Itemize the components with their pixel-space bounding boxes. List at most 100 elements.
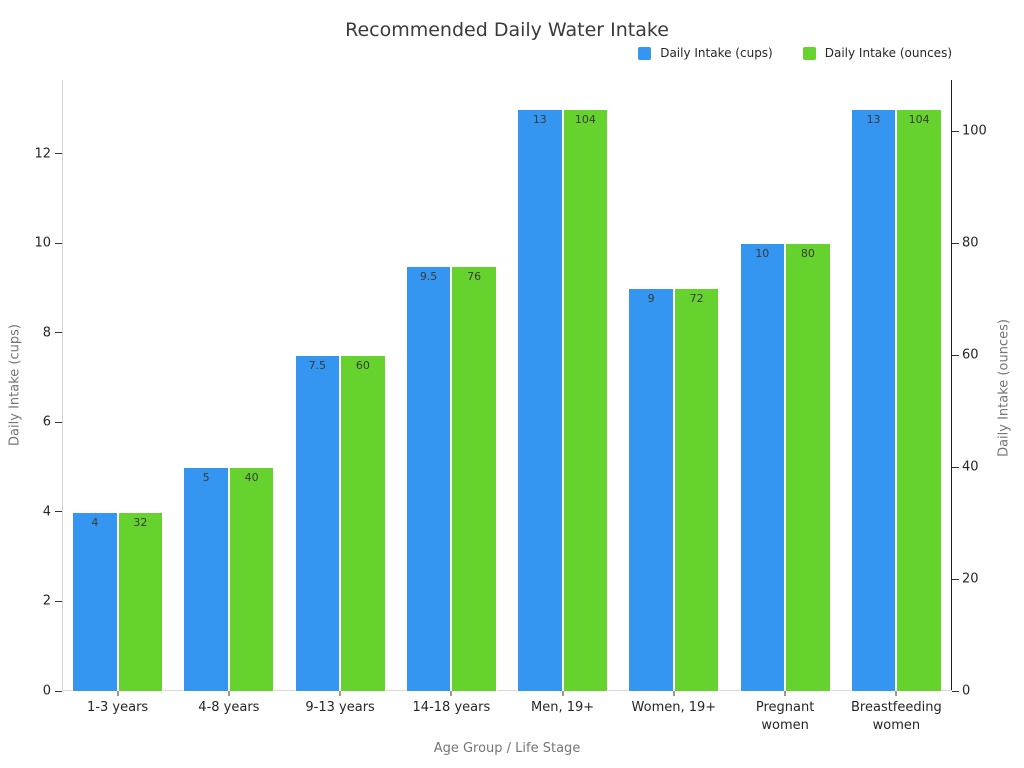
legend-label: Daily Intake (ounces) (824, 46, 952, 60)
y-axis-left-title: Daily Intake (cups) (7, 324, 23, 446)
cups-bar: 10 (739, 243, 786, 691)
y-axis-tick-label-right: 40 (962, 459, 979, 475)
y-axis-tick-label-left: 2 (42, 593, 51, 609)
y-axis-tick-label-left: 10 (34, 235, 51, 251)
x-axis-spine (62, 690, 952, 691)
bar-value-label: 13 (866, 113, 881, 127)
y-axis-tick-mark-left (55, 421, 62, 423)
ounces-bar: 40 (228, 467, 275, 691)
bar-pair: 9.5 76 (405, 80, 497, 691)
bar-pair: 7.5 60 (294, 80, 386, 691)
x-axis-tick-label: Women, 19+ (631, 700, 717, 715)
bar-group: 10 80 (730, 80, 841, 691)
y-axis-tick-mark-right (952, 466, 959, 468)
bar-value-label: 104 (574, 113, 596, 127)
bar-value-label: 32 (133, 515, 148, 529)
y-axis-right-title: Daily Intake (ounces) (996, 319, 1012, 457)
x-axis-tick-label: Breastfeeding women (851, 700, 942, 734)
bar-pair: 9 72 (628, 80, 720, 691)
cups-bar: 7.5 (294, 355, 341, 691)
bar-group: 9.5 76 (396, 80, 507, 691)
bar-value-label: 5 (202, 471, 210, 485)
x-axis-tick-mark (228, 691, 230, 696)
y-axis-tick-mark-right (952, 242, 959, 244)
y-axis-tick-mark-left (55, 511, 62, 513)
ounces-bar: 60 (340, 355, 386, 691)
y-axis-tick-mark-right (952, 690, 959, 692)
y-axis-tick-mark-left (55, 690, 62, 692)
x-axis-tick-label: 4-8 years (198, 700, 260, 715)
x-tick-labels: 1-3 years 4-8 years 9-13 years 14-18 years M… (62, 699, 952, 735)
legend-item: Daily Intake (ounces) (802, 46, 952, 60)
bar-group: 13 104 (841, 80, 952, 691)
cups-bar: 13 (850, 109, 897, 691)
chart-title: Recommended Daily Water Intake (345, 19, 669, 41)
legend: Daily Intake (cups) Daily Intake (ounces) (638, 46, 952, 60)
bar-value-label: 13 (532, 113, 547, 127)
x-axis-tick-mark (339, 691, 341, 696)
x-axis-tick-label: 1-3 years (87, 700, 149, 715)
y-axis-tick-mark-left (55, 242, 62, 244)
y-axis-left-spine (62, 80, 63, 691)
bar-pair: 5 40 (183, 80, 275, 691)
bar-value-label: 4 (91, 515, 99, 529)
ounces-bar: 80 (785, 243, 831, 691)
bar-group: 4 32 (62, 80, 173, 691)
x-axis-tick-mark (784, 691, 786, 696)
bar-pair: 4 32 (72, 80, 164, 691)
bar-value-label: 72 (689, 292, 704, 306)
y-axis-tick-label-right: 80 (962, 235, 979, 251)
ounces-bar: 104 (562, 109, 609, 691)
bar-value-label: 9.5 (419, 269, 438, 283)
y-axis-tick-mark-left (55, 153, 62, 155)
bar-value-label: 7.5 (308, 359, 327, 373)
x-axis-tick-label: Men, 19+ (531, 700, 595, 715)
bar-value-label: 80 (800, 247, 815, 261)
y-axis-tick-label-right: 100 (962, 123, 987, 139)
y-axis-tick-label-left: 12 (34, 146, 51, 162)
x-axis-tick-mark (117, 691, 119, 696)
y-axis-tick-label-right: 60 (962, 347, 979, 363)
cups-bar: 9.5 (405, 265, 452, 691)
x-axis-tick-label: 14-18 years (412, 700, 491, 715)
cups-bar: 9 (628, 288, 674, 691)
ounces-bar: 76 (451, 265, 497, 691)
x-axis-tick-label: Pregnant women (755, 700, 815, 734)
bar-group: 5 40 (173, 80, 284, 691)
y-axis-tick-mark-right (952, 354, 959, 356)
y-axis-tick-label-left: 8 (42, 325, 51, 341)
y-axis-right-spine (951, 80, 952, 691)
ounces-bar: 72 (673, 288, 720, 691)
x-axis-title: Age Group / Life Stage (433, 741, 581, 756)
x-axis-tick-mark (895, 691, 897, 696)
bar-value-label: 40 (244, 471, 259, 485)
y-axis-tick-label-left: 4 (42, 504, 51, 520)
bar-group: 9 72 (618, 80, 729, 691)
x-axis-tick-mark (673, 691, 675, 696)
bar-value-label: 9 (647, 292, 655, 306)
legend-item: Daily Intake (cups) (638, 46, 773, 60)
y-axis-tick-label-left: 0 (42, 683, 51, 699)
bars-container: 4 32 5 40 7.5 60 9.5 76 13 104 9 72 10 80 13 104 (62, 80, 952, 691)
bar-value-label: 10 (755, 247, 770, 261)
y-axis-tick-mark-left (55, 600, 62, 602)
x-axis-tick-mark (450, 691, 452, 696)
bar-value-label: 104 (908, 113, 930, 127)
bar-pair: 13 104 (517, 80, 609, 691)
y-axis-tick-mark-right (952, 130, 959, 132)
y-axis-tick-label-right: 0 (962, 683, 971, 699)
x-axis-tick-label: 9-13 years (305, 700, 375, 715)
cups-bar: 4 (72, 511, 118, 691)
ounces-bar: 104 (896, 109, 942, 691)
plot-area: 4 32 5 40 7.5 60 9.5 76 13 104 9 72 10 80 13 104 0 2 4 6 8 1… (34, 80, 987, 699)
bar-group: 13 104 (507, 80, 618, 691)
bar-pair: 13 104 (850, 80, 942, 691)
bar-group: 7.5 60 (285, 80, 396, 691)
legend-label: Daily Intake (cups) (660, 46, 773, 60)
cups-bar: 13 (517, 109, 563, 691)
x-axis-tick-mark (562, 691, 564, 696)
bar-pair: 10 80 (739, 80, 831, 691)
bar-value-label: 60 (355, 359, 370, 373)
cups-bar: 5 (183, 467, 229, 691)
